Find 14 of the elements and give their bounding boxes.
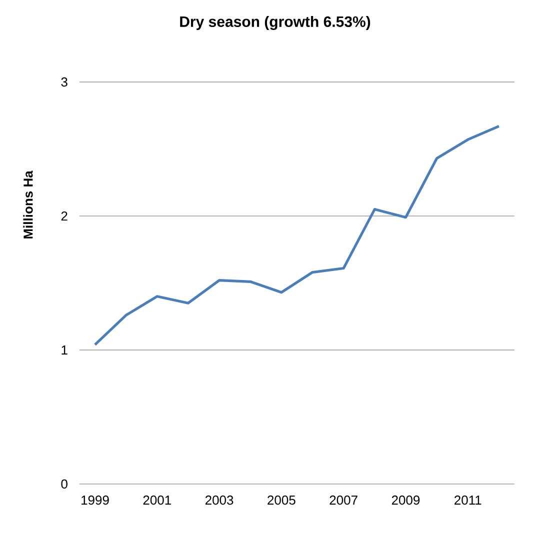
chart-title: Dry season (growth 6.53%) (180, 16, 370, 30)
x-tick-label: 2011 (454, 496, 482, 505)
line-series (94, 124, 500, 346)
x-tick-label: 2001 (143, 496, 171, 505)
x-tick-label: 2007 (330, 496, 358, 505)
y-tick-label: 2 (61, 211, 68, 221)
y-tick-label: 3 (61, 77, 68, 87)
x-tick-label: 1999 (82, 496, 109, 505)
x-tick-label: 2003 (205, 496, 234, 505)
x-tick-label: 2005 (268, 496, 296, 505)
y-axis-title: Millions Ha (23, 170, 33, 238)
y-tick-label: 0 (61, 479, 68, 489)
x-tick-label: 2009 (392, 496, 420, 505)
y-tick-label: 1 (62, 346, 68, 354)
